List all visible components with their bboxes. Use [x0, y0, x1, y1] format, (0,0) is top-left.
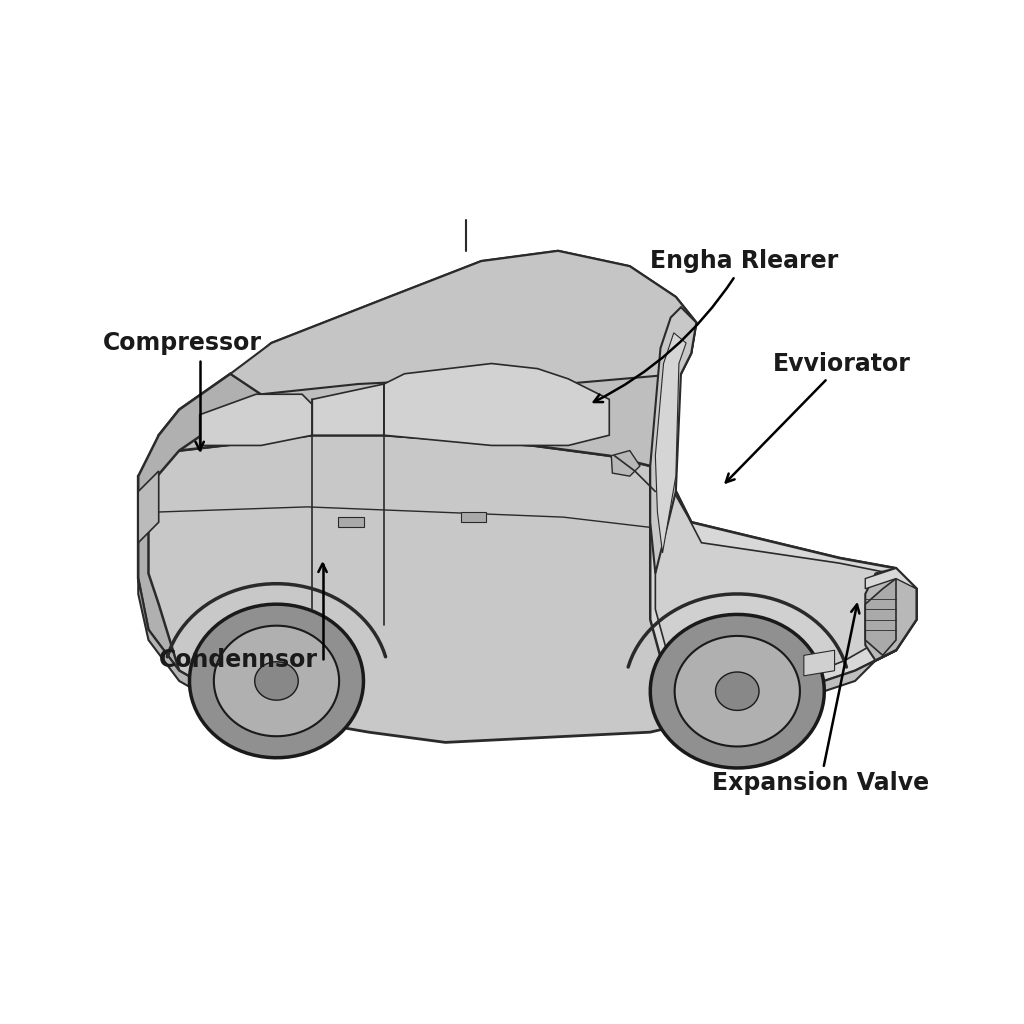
Polygon shape	[138, 374, 261, 671]
Polygon shape	[230, 251, 696, 394]
Polygon shape	[865, 568, 916, 589]
Text: Condennsor: Condennsor	[159, 563, 327, 673]
Polygon shape	[650, 614, 824, 768]
Polygon shape	[312, 384, 384, 435]
Polygon shape	[865, 568, 916, 660]
Text: Engha Rlearer: Engha Rlearer	[594, 249, 839, 402]
Text: Expansion Valve: Expansion Valve	[712, 604, 929, 796]
Polygon shape	[611, 451, 640, 476]
Polygon shape	[804, 650, 835, 676]
Polygon shape	[138, 435, 916, 742]
Polygon shape	[650, 466, 916, 712]
Text: Compressor: Compressor	[102, 331, 261, 451]
Polygon shape	[214, 626, 339, 736]
Polygon shape	[675, 636, 800, 746]
Polygon shape	[189, 604, 364, 758]
Polygon shape	[159, 251, 696, 466]
Polygon shape	[655, 333, 686, 553]
Polygon shape	[650, 307, 696, 573]
Polygon shape	[255, 662, 298, 700]
Polygon shape	[200, 394, 312, 445]
Polygon shape	[716, 672, 759, 711]
Polygon shape	[809, 650, 896, 696]
Polygon shape	[384, 364, 609, 445]
Polygon shape	[138, 471, 159, 543]
Polygon shape	[338, 517, 364, 527]
Polygon shape	[655, 486, 911, 701]
Text: Evviorator: Evviorator	[726, 351, 911, 482]
Polygon shape	[138, 579, 251, 722]
Polygon shape	[865, 579, 896, 655]
Polygon shape	[461, 512, 486, 522]
